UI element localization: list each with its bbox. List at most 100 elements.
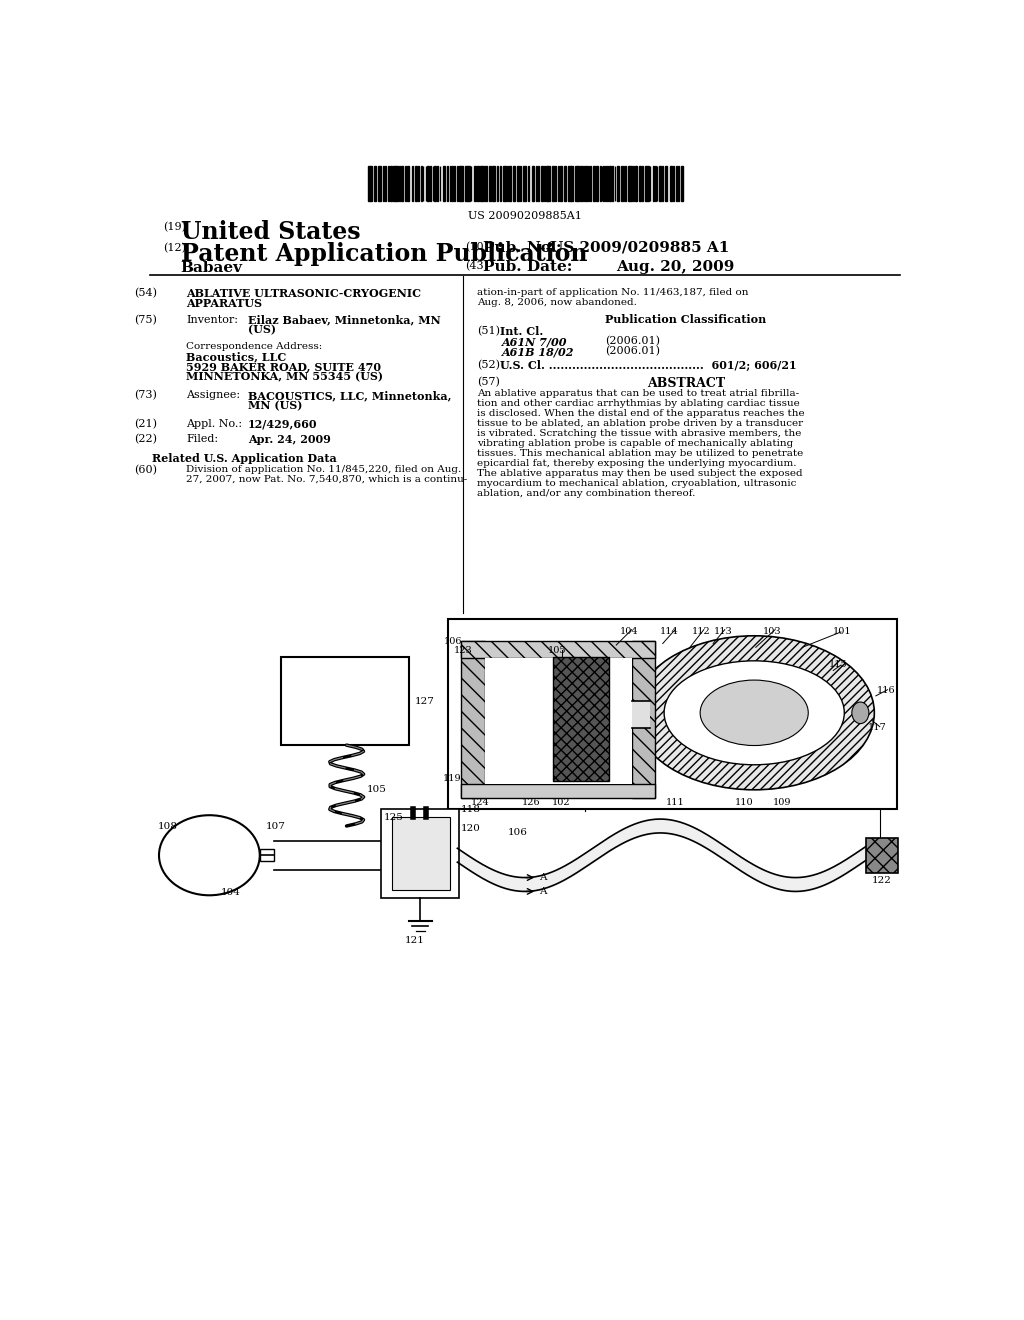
Text: 12/429,660: 12/429,660 <box>248 418 317 430</box>
Bar <box>393 166 394 201</box>
Text: (2006.01): (2006.01) <box>604 346 659 356</box>
Text: 108: 108 <box>158 822 177 832</box>
Text: 114: 114 <box>659 627 678 635</box>
Bar <box>568 166 570 201</box>
Text: United States: United States <box>180 220 360 244</box>
Text: Eilaz Babaev, Minnetonka, MN: Eilaz Babaev, Minnetonka, MN <box>248 314 441 326</box>
Bar <box>571 166 572 201</box>
Text: Appl. No.:: Appl. No.: <box>186 418 243 429</box>
Bar <box>369 166 371 201</box>
Text: (51): (51) <box>477 326 500 337</box>
Text: ABSTRACT: ABSTRACT <box>647 378 725 391</box>
Bar <box>575 166 578 201</box>
Text: APPARATUS: APPARATUS <box>186 298 262 309</box>
Bar <box>621 166 623 201</box>
Ellipse shape <box>634 636 874 789</box>
Bar <box>588 166 589 201</box>
Text: 111: 111 <box>666 799 684 808</box>
Bar <box>481 166 483 201</box>
Bar <box>461 642 484 797</box>
Bar <box>625 166 627 201</box>
Text: 123: 123 <box>454 645 472 655</box>
Text: 124: 124 <box>470 799 489 808</box>
Bar <box>442 166 445 201</box>
Text: Pub. No.:: Pub. No.: <box>483 240 561 255</box>
Bar <box>493 166 495 201</box>
Text: ablation, and/or any combination thereof.: ablation, and/or any combination thereof… <box>477 490 695 499</box>
Bar <box>632 642 655 797</box>
Text: 106: 106 <box>444 638 463 647</box>
Bar <box>449 619 897 809</box>
Text: 116: 116 <box>877 686 895 694</box>
Bar <box>513 166 515 201</box>
Bar <box>412 166 414 201</box>
Bar <box>381 809 459 898</box>
Text: U.S. Cl. ........................................  601/2; 606/21: U.S. Cl. ...............................… <box>500 360 797 371</box>
Bar <box>665 166 668 201</box>
Text: Inventor:: Inventor: <box>186 314 239 325</box>
Text: (73): (73) <box>134 391 158 400</box>
Text: Int. Cl.: Int. Cl. <box>500 326 544 338</box>
Text: The ablative apparatus may then be used subject the exposed: The ablative apparatus may then be used … <box>477 470 803 478</box>
Bar <box>563 166 566 201</box>
Text: myocardium to mechanical ablation, cryoablation, ultrasonic: myocardium to mechanical ablation, cryoa… <box>477 479 796 488</box>
Bar <box>484 659 632 784</box>
Bar <box>866 838 898 873</box>
Text: 27, 2007, now Pat. No. 7,540,870, which is a continu-: 27, 2007, now Pat. No. 7,540,870, which … <box>186 475 467 484</box>
Text: epicardial fat, thereby exposing the underlying myocardium.: epicardial fat, thereby exposing the und… <box>477 459 797 469</box>
Bar <box>503 166 505 201</box>
Bar <box>415 166 417 201</box>
Bar <box>617 166 620 201</box>
Text: (57): (57) <box>477 378 500 387</box>
Text: (22): (22) <box>134 434 158 445</box>
Bar <box>560 166 562 201</box>
Bar <box>517 166 518 201</box>
Bar <box>465 166 467 201</box>
Text: Filed:: Filed: <box>186 434 218 444</box>
Ellipse shape <box>665 661 845 764</box>
Text: (19): (19) <box>163 222 186 232</box>
Bar <box>630 166 632 201</box>
Ellipse shape <box>852 702 869 723</box>
Text: US 20090209885A1: US 20090209885A1 <box>468 211 582 220</box>
Text: Assignee:: Assignee: <box>186 391 241 400</box>
Bar <box>553 657 608 780</box>
Text: 117: 117 <box>868 723 887 731</box>
Bar <box>681 166 683 201</box>
Text: 107: 107 <box>266 822 286 832</box>
Bar <box>385 166 386 201</box>
Bar <box>658 166 662 201</box>
Text: tion and other cardiac arrhythmias by ablating cardiac tissue: tion and other cardiac arrhythmias by ab… <box>477 400 800 408</box>
Bar <box>632 701 649 729</box>
Text: MINNETONKA, MN 55345 (US): MINNETONKA, MN 55345 (US) <box>186 372 383 383</box>
Text: 112: 112 <box>692 627 711 635</box>
Text: An ablative apparatus that can be used to treat atrial fibrilla-: An ablative apparatus that can be used t… <box>477 389 799 399</box>
Bar <box>489 166 492 201</box>
Bar <box>609 166 611 201</box>
Bar <box>400 166 403 201</box>
Text: MN (US): MN (US) <box>248 400 302 412</box>
Bar <box>461 642 655 659</box>
Text: 113: 113 <box>714 627 732 635</box>
Bar <box>407 166 410 201</box>
Text: 106: 106 <box>508 829 527 837</box>
Text: 110: 110 <box>735 799 754 808</box>
Text: (60): (60) <box>134 465 158 475</box>
Text: Division of application No. 11/845,220, filed on Aug.: Division of application No. 11/845,220, … <box>186 465 462 474</box>
Text: A: A <box>539 873 546 882</box>
Bar <box>552 166 554 201</box>
Text: 120: 120 <box>461 825 481 833</box>
Text: (43): (43) <box>465 261 488 271</box>
Text: Patent Application Publication: Patent Application Publication <box>180 242 587 265</box>
Text: is disclosed. When the distal end of the apparatus reaches the: is disclosed. When the distal end of the… <box>477 409 805 418</box>
Text: Aug. 20, 2009: Aug. 20, 2009 <box>616 260 734 275</box>
Bar <box>484 166 486 201</box>
Text: Aug. 8, 2006, now abandoned.: Aug. 8, 2006, now abandoned. <box>477 298 637 306</box>
Bar <box>586 166 587 201</box>
Text: is vibrated. Scratching the tissue with abrasive members, the: is vibrated. Scratching the tissue with … <box>477 429 801 438</box>
Text: 5929 BAKER ROAD, SUITE 470: 5929 BAKER ROAD, SUITE 470 <box>186 362 381 372</box>
Text: (10): (10) <box>465 242 488 252</box>
Bar <box>477 166 479 201</box>
Text: BACOUSTICS, LLC, Minnetonka,: BACOUSTICS, LLC, Minnetonka, <box>248 391 452 401</box>
Bar <box>474 166 476 201</box>
